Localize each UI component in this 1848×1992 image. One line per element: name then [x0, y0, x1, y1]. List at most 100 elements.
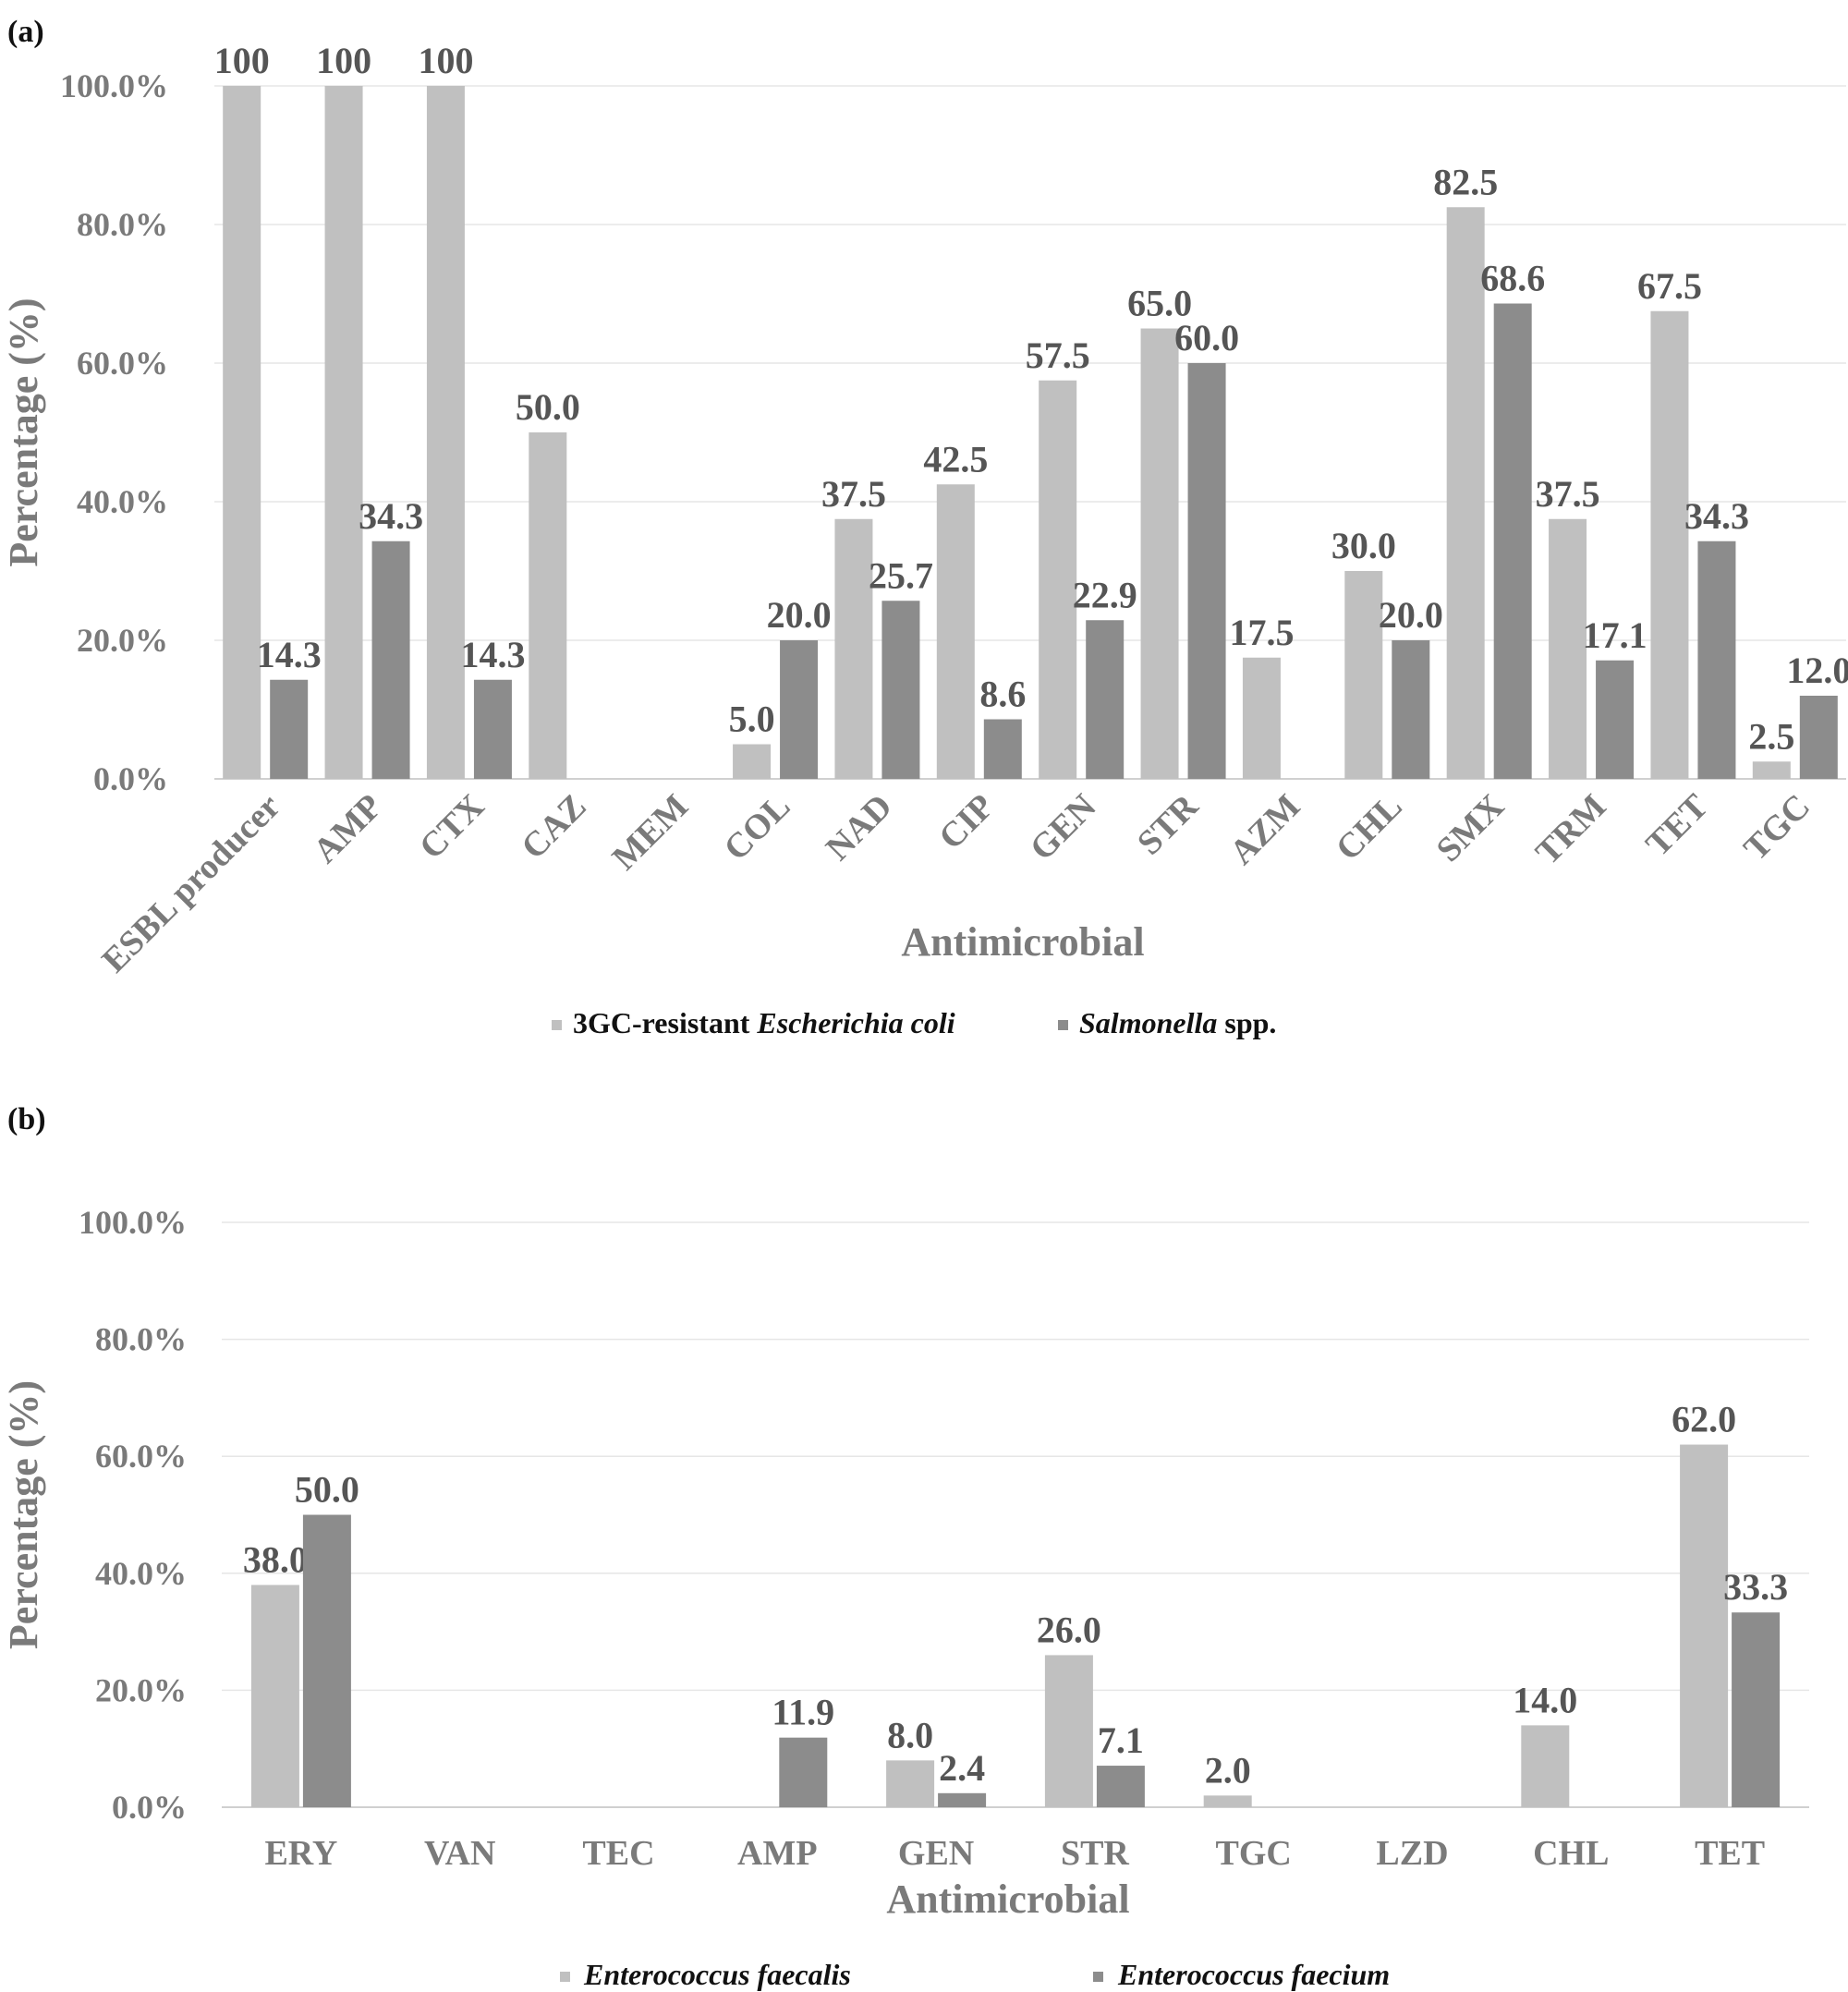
data-label: 50.0 [516, 386, 580, 428]
x-tick-label: ERY [264, 1834, 337, 1873]
bar [1752, 761, 1791, 779]
bar [938, 1792, 987, 1807]
x-tick-label: CIP [931, 787, 1002, 857]
x-tick-label: CHL [1533, 1834, 1609, 1873]
legend-swatch [1093, 1972, 1103, 1982]
bar [371, 541, 410, 779]
bar [1650, 310, 1689, 779]
y-tick-label: 0.0% [112, 1789, 187, 1826]
data-label: 34.3 [1684, 495, 1749, 537]
bar [324, 86, 363, 779]
data-label: 100 [316, 40, 371, 81]
legend-item: 3GC-resistant Escherichia coli [552, 1006, 955, 1039]
data-label: 57.5 [1026, 334, 1090, 376]
data-label: 100 [418, 40, 473, 81]
bar [302, 1514, 351, 1807]
x-tick-label: NAD [819, 787, 900, 868]
x-tick-label: MEM [605, 787, 696, 878]
bar [1086, 620, 1125, 779]
bar [1039, 380, 1077, 779]
bar [1596, 660, 1635, 779]
data-label: 5.0 [729, 698, 775, 740]
y-tick-label: 80.0% [77, 206, 168, 243]
data-label: 100 [214, 40, 270, 81]
bar [1392, 640, 1430, 779]
legend-swatch [552, 1020, 562, 1030]
x-tick-label: CAZ [514, 787, 593, 867]
bar [983, 719, 1022, 779]
panel-label: (b) [7, 1102, 46, 1136]
bar [936, 484, 975, 779]
x-tick-label: ESBL producer [94, 787, 287, 980]
x-tick-label: SMX [1429, 787, 1512, 869]
data-label: 37.5 [1536, 473, 1600, 515]
bar [1096, 1766, 1145, 1807]
bar [1446, 207, 1485, 779]
x-tick-label: TGC [1736, 787, 1818, 868]
data-label: 8.6 [979, 674, 1026, 715]
bar [1680, 1444, 1729, 1807]
data-label: 37.5 [821, 473, 886, 515]
bar [223, 86, 261, 779]
data-label: 20.0 [767, 594, 832, 636]
data-label: 42.5 [923, 438, 988, 480]
data-label: 65.0 [1127, 283, 1192, 324]
legend-swatch [1058, 1020, 1068, 1030]
x-tick-label: TET [1695, 1834, 1765, 1873]
x-axis-title: Antimicrobial [901, 919, 1144, 965]
data-label: 34.3 [359, 495, 423, 537]
legend-label: 3GC-resistant Escherichia coli [573, 1006, 955, 1039]
bar [1242, 657, 1281, 779]
x-tick-label: STR [1130, 786, 1206, 862]
legend-label: Enterococcus faecium [1117, 1958, 1390, 1991]
y-axis-title: Percentage (%) [1, 1380, 46, 1649]
data-label: 33.3 [1723, 1566, 1788, 1608]
bar [1203, 1795, 1252, 1807]
y-tick-label: 60.0% [77, 345, 168, 382]
y-tick-label: 20.0% [77, 622, 168, 659]
y-tick-label: 40.0% [77, 483, 168, 520]
y-tick-label: 100.0% [79, 1204, 187, 1241]
x-tick-label: CHL [1329, 787, 1410, 868]
legend-item: Enterococcus faecium [1093, 1958, 1390, 1991]
y-tick-label: 0.0% [93, 760, 168, 797]
bar [1799, 696, 1838, 779]
x-tick-label: TEC [582, 1834, 654, 1873]
bar [1521, 1725, 1570, 1807]
bar [1732, 1612, 1781, 1807]
x-tick-label: CTX [412, 787, 492, 867]
data-label: 25.7 [869, 554, 933, 596]
y-tick-label: 40.0% [95, 1555, 187, 1592]
x-tick-label: AMP [737, 1834, 818, 1873]
panel-b: (b) 0.0% 20.0% 40.0% 60.0% 80.0% 100.0% Percent… [1, 1102, 1809, 1991]
x-tick-label: TET [1638, 787, 1715, 864]
y-tick-label: 20.0% [95, 1671, 187, 1708]
x-tick-label: TRM [1528, 787, 1613, 872]
y-tick-label: 80.0% [95, 1321, 187, 1358]
data-label: 2.0 [1205, 1749, 1251, 1791]
bar [1493, 303, 1532, 779]
legend-item: Salmonella spp. [1058, 1006, 1276, 1039]
x-tick-label: AZM [1222, 787, 1307, 872]
data-label: 50.0 [295, 1469, 359, 1511]
legend-label: Enterococcus faecalis [583, 1958, 851, 1991]
bar [473, 679, 512, 779]
x-tick-label: VAN [424, 1834, 495, 1873]
x-axis-title: Antimicrobial [886, 1877, 1129, 1922]
data-label: 60.0 [1174, 317, 1239, 358]
x-tick-label: AMP [306, 787, 390, 871]
panel-a: (a) 0.0% 20.0% 40.0% 60.0% 80.0% 100.0% Percent… [1, 15, 1848, 1039]
data-label: 82.5 [1433, 161, 1498, 202]
x-tick-label: GEN [1023, 787, 1104, 868]
data-label: 8.0 [887, 1714, 933, 1755]
bar [733, 744, 772, 779]
bar [779, 1737, 828, 1807]
y-tick-label: 60.0% [95, 1438, 187, 1475]
x-tick-label: GEN [898, 1834, 974, 1873]
bar [1044, 1655, 1093, 1807]
bar [886, 1760, 935, 1807]
bar [881, 601, 920, 779]
data-label: 14.3 [257, 634, 322, 675]
data-label: 38.0 [243, 1538, 308, 1580]
